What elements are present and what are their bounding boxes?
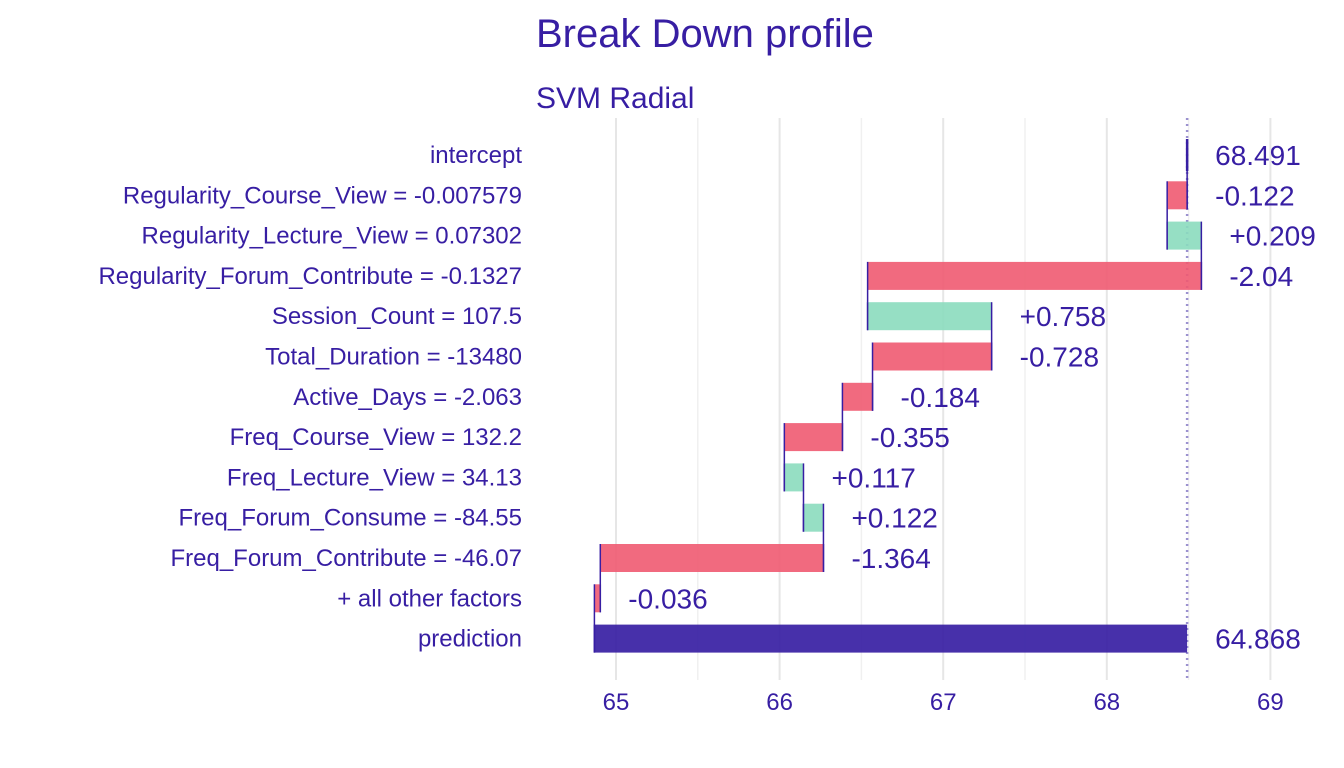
prediction-contribution-bar <box>594 624 1188 653</box>
x-tick-label: 68 <box>1093 689 1120 716</box>
row-label: + all other factors <box>337 585 522 612</box>
row-label: prediction <box>418 626 522 653</box>
row-label: Freq_Lecture_View = 34.13 <box>227 464 522 491</box>
row-label: Regularity_Course_View = -0.007579 <box>123 182 522 209</box>
row-label: Session_Count = 107.5 <box>272 303 522 330</box>
value-label: 68.491 <box>1215 140 1301 171</box>
value-label: +0.117 <box>831 462 915 493</box>
negative-contribution-bar <box>842 382 873 411</box>
value-label: -0.355 <box>870 422 949 453</box>
value-label: -0.036 <box>628 583 707 614</box>
row-label: Regularity_Lecture_View = 0.07302 <box>142 223 522 250</box>
chart-title: Break Down profile <box>536 12 874 56</box>
row-label: Regularity_Forum_Contribute = -0.1327 <box>98 263 522 290</box>
x-tick-label: 67 <box>930 689 957 716</box>
x-axis-ticks: 65 66 67 68 69 <box>603 689 1284 716</box>
row-label: intercept <box>430 142 522 169</box>
x-tick-label: 69 <box>1257 689 1284 716</box>
positive-contribution-bar <box>1167 221 1202 250</box>
negative-contribution-bar <box>594 584 601 613</box>
row-label: Freq_Forum_Contribute = -46.07 <box>170 545 522 572</box>
negative-contribution-bar <box>872 342 992 371</box>
grid-layer <box>615 118 1272 680</box>
value-label: -1.364 <box>851 543 930 574</box>
positive-contribution-bar <box>867 302 992 331</box>
value-label: +0.758 <box>1020 301 1106 332</box>
positive-contribution-bar <box>803 503 824 532</box>
value-label: -0.122 <box>1215 180 1294 211</box>
negative-contribution-bar <box>784 423 843 452</box>
labels-layer: intercept 68.491 Regularity_Course_View = … <box>98 140 1315 655</box>
negative-contribution-bar <box>1167 181 1188 210</box>
x-tick-label: 66 <box>766 689 793 716</box>
value-label: -2.04 <box>1229 261 1293 292</box>
value-label: +0.122 <box>851 503 937 534</box>
value-label: +0.209 <box>1229 221 1315 252</box>
value-label: -0.184 <box>901 382 980 413</box>
value-label: -0.728 <box>1020 342 1099 373</box>
negative-contribution-bar <box>600 544 824 572</box>
row-label: Freq_Course_View = 132.2 <box>230 424 522 451</box>
positive-contribution-bar <box>784 463 804 492</box>
value-label: 64.868 <box>1215 624 1301 655</box>
negative-contribution-bar <box>867 261 1202 290</box>
row-label: Freq_Forum_Consume = -84.55 <box>179 505 523 532</box>
bars-layer <box>593 118 1203 680</box>
x-tick-label: 65 <box>603 689 630 716</box>
chart-subtitle: SVM Radial <box>536 82 695 115</box>
row-label: Active_Days = -2.063 <box>293 384 522 411</box>
row-label: Total_Duration = -13480 <box>265 344 522 371</box>
